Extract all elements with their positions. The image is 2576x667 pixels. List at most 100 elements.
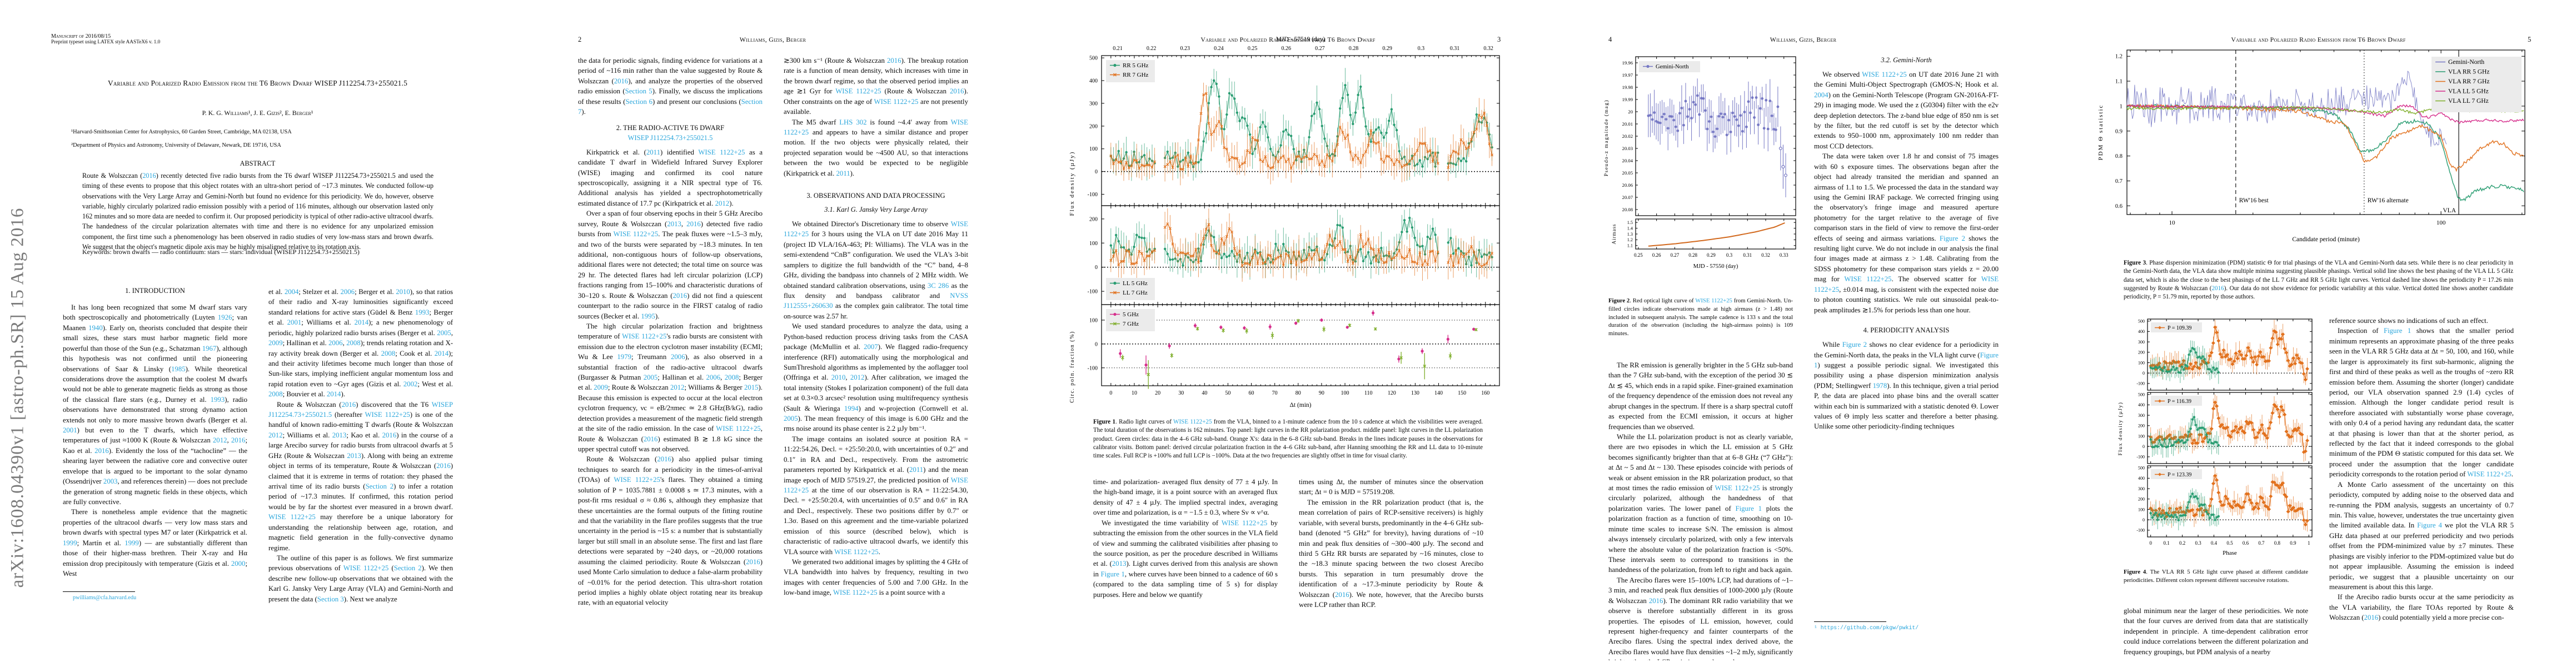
svg-text:Flux density (µJy): Flux density (µJy): [2117, 402, 2124, 456]
svg-text:500: 500: [2138, 319, 2145, 324]
svg-text:P = 109.39: P = 109.39: [2168, 325, 2191, 331]
svg-text:19.96: 19.96: [1622, 60, 1633, 66]
page1-col-left: It has long been recognized that some M …: [63, 302, 247, 583]
section-1-heading: 1. INTRODUCTION: [125, 287, 185, 295]
paragraph: We generated two additional images by sp…: [784, 558, 968, 597]
paragraph: The image contains an isolated source at…: [784, 435, 968, 556]
abstract-text: Route & Wolszczan (2016) recently detect…: [82, 172, 434, 251]
svg-text:RR 5 GHz: RR 5 GHz: [1123, 62, 1149, 69]
svg-text:300: 300: [2138, 413, 2145, 418]
arxiv-stamp: arXiv:1608.04390v1 [astro-ph.SR] 15 Aug …: [7, 207, 28, 588]
svg-text:0.27: 0.27: [1670, 252, 1679, 258]
svg-text:0: 0: [1095, 169, 1098, 175]
figure-2-caption: Figure 2. Red optical light curve of WIS…: [1608, 297, 1793, 337]
svg-text:VLA RR 5 GHz: VLA RR 5 GHz: [2448, 69, 2489, 76]
page4-col-right: 3.2. Gemini-North We observed WISE 1122+…: [1814, 56, 1999, 617]
svg-text:P = 116.39: P = 116.39: [2168, 399, 2191, 405]
svg-text:VLA LL 5 GHz: VLA LL 5 GHz: [2448, 88, 2489, 95]
svg-text:200: 200: [1089, 216, 1098, 222]
svg-text:50: 50: [1225, 390, 1230, 396]
svg-text:160: 160: [1481, 390, 1489, 396]
svg-text:0.7: 0.7: [2115, 178, 2122, 185]
author-email-link[interactable]: pwilliams@cfa.harvard.edu: [73, 595, 137, 601]
svg-text:0: 0: [1095, 265, 1098, 271]
figure-1-chart: MJD - 57519 (day) 0.21 0.22 0.23 0.24 0.25 0.2…: [1063, 33, 1507, 420]
svg-text:1: 1: [2308, 540, 2310, 546]
section-3-1-heading: 3.1. Karl G. Jansky Very Large Array: [824, 206, 928, 214]
manuscript-note: Manuscript of 2016/08/15 Preprint typese…: [51, 33, 161, 45]
svg-text:0.8: 0.8: [2274, 540, 2281, 546]
page1-col-right: et al. 2004; Stelzer et al. 2006; Berger…: [268, 287, 453, 645]
affiliation-2: ²Department of Physics and Astronomy, Un…: [71, 142, 281, 148]
svg-text:Δt (min): Δt (min): [1289, 402, 1311, 409]
svg-text:-100: -100: [1088, 192, 1098, 198]
svg-text:PDM Θ statistic: PDM Θ statistic: [2097, 104, 2104, 161]
running-head: Variable and Polarized Radio Emission fr…: [2231, 36, 2406, 43]
paragraph: A Monte Carlo assessment of the uncertai…: [2329, 480, 2514, 591]
svg-text:0.24: 0.24: [1214, 46, 1224, 52]
pwkit-url-link[interactable]: ¹ https://github.com/pkgw/pwkit/: [1814, 625, 1919, 631]
svg-text:0.26: 0.26: [1281, 46, 1291, 52]
svg-text:Airmass: Airmass: [1611, 224, 1617, 245]
svg-text:70: 70: [1272, 390, 1278, 396]
svg-text:0.9: 0.9: [2290, 540, 2296, 546]
paragraph: We observed WISE 1122+25 on UT date 2016…: [1814, 70, 1999, 150]
svg-text:1.2: 1.2: [1627, 237, 1633, 242]
paragraph: It has long been recognized that some M …: [63, 303, 247, 506]
svg-text:80: 80: [1296, 390, 1301, 396]
svg-text:0.3: 0.3: [1726, 252, 1733, 258]
svg-text:0.31: 0.31: [1743, 252, 1752, 258]
svg-text:20.03: 20.03: [1622, 146, 1633, 151]
svg-text:P = 123.39: P = 123.39: [2168, 472, 2191, 478]
section-3-2-heading: 3.2. Gemini-North: [1881, 56, 1932, 64]
page4-col-left: The RR emission is generally brighter in…: [1608, 360, 1793, 660]
paragraph: the data for periodic signals, finding e…: [578, 57, 763, 116]
svg-text:LL 7 GHz: LL 7 GHz: [1123, 290, 1148, 296]
svg-text:19.99: 19.99: [1622, 97, 1633, 102]
svg-text:-100: -100: [1088, 365, 1098, 371]
svg-text:0.27: 0.27: [1315, 46, 1325, 52]
paragraph: We obtained Director's Discretionary tim…: [784, 220, 968, 320]
svg-text:Circ. poln. fraction (%): Circ. poln. fraction (%): [1069, 331, 1075, 403]
svg-text:0.28: 0.28: [1688, 252, 1697, 258]
svg-text:20.04: 20.04: [1622, 158, 1633, 163]
page-5: Variable and Polarized Radio Emission fr…: [2061, 0, 2576, 667]
svg-text:Candidate period (minute): Candidate period (minute): [2292, 236, 2360, 243]
svg-text:0.6: 0.6: [2243, 540, 2249, 546]
svg-text:0.4: 0.4: [2211, 540, 2218, 546]
svg-text:5 GHz: 5 GHz: [1123, 311, 1139, 318]
svg-text:1.3: 1.3: [1627, 232, 1633, 237]
svg-text:40: 40: [1202, 390, 1207, 396]
page5-col-right: reference source shows no indications of…: [2329, 316, 2514, 663]
svg-text:100: 100: [2437, 220, 2446, 226]
svg-text:0.25: 0.25: [1634, 252, 1643, 258]
paragraph: The M5 dwarf LHS 302 is found ~4.4′ away…: [784, 118, 968, 177]
svg-text:0.5: 0.5: [2226, 540, 2233, 546]
svg-text:RW'16 alternate: RW'16 alternate: [2368, 197, 2409, 204]
svg-text:Flux density (µJy): Flux density (µJy): [1069, 151, 1075, 216]
svg-text:1.4: 1.4: [1627, 226, 1633, 231]
svg-text:0.22: 0.22: [1147, 46, 1157, 52]
paragraph: The Arecibo flares were 15–100% LCP, had…: [1608, 576, 1793, 660]
svg-text:0: 0: [2149, 540, 2152, 546]
svg-text:0.23: 0.23: [1180, 46, 1190, 52]
svg-text:VLA LL 7 GHz: VLA LL 7 GHz: [2448, 98, 2489, 104]
abstract-heading: ABSTRACT: [240, 160, 276, 167]
svg-text:RR 7 GHz: RR 7 GHz: [1123, 72, 1149, 78]
svg-text:0: 0: [2142, 444, 2145, 449]
svg-text:0.3: 0.3: [2195, 540, 2201, 546]
svg-text:20.05: 20.05: [1622, 170, 1633, 176]
paragraph: Route & Wolszczan (2016) discovered that…: [268, 400, 453, 552]
svg-text:0: 0: [2142, 517, 2145, 522]
svg-text:1.1: 1.1: [1627, 243, 1633, 248]
svg-text:300: 300: [1089, 101, 1098, 107]
section-2-heading: 2. THE RADIO-ACTIVE T6 DWARF WISEP J1122…: [616, 123, 725, 142]
svg-text:200: 200: [1089, 123, 1098, 130]
figure-4-chart: -100 0 100 200 300 400 500 P = 109.39 -100 0 100 20…: [2114, 316, 2320, 563]
svg-text:0.25: 0.25: [1248, 46, 1258, 52]
keywords: Keywords: brown dwarfs — radio continuum…: [82, 248, 360, 256]
svg-text:0.32: 0.32: [1483, 46, 1493, 52]
running-head: Williams, Gizis, Berger: [739, 36, 806, 43]
page5-col-left: global minimum near the larger of these …: [2124, 606, 2308, 664]
affiliation-1: ¹Harvard-Smithsonian Center for Astrophy…: [71, 129, 292, 135]
